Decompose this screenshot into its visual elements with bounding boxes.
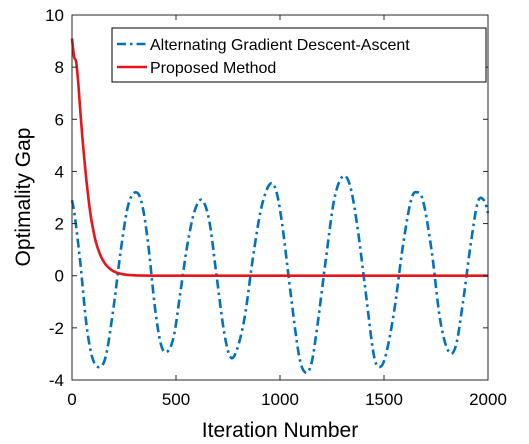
y-tick-label: 2 (55, 215, 64, 234)
x-axis-label: Iteration Number (202, 419, 358, 442)
legend-box (111, 27, 487, 83)
legend: Alternating Gradient Descent-Ascent Prop… (111, 27, 487, 83)
y-tick-label: -4 (49, 371, 64, 390)
y-tick-label: 10 (45, 6, 64, 25)
x-tick-label: 0 (67, 390, 76, 409)
x-tick-label: 1500 (365, 390, 403, 409)
x-tick-label: 1000 (261, 390, 299, 409)
series-line-proposed-method (70, 38, 489, 278)
y-tick-label: 6 (55, 110, 64, 129)
y-tick-label: 8 (55, 58, 64, 77)
axes-layer (71, 14, 489, 381)
x-tick-label: 500 (162, 390, 190, 409)
series-layer (70, 38, 490, 375)
y-tick-label: 4 (55, 162, 64, 181)
tick-label-layer: 0 500 1000 1500 2000 -4 -2 0 2 4 6 8 10 (45, 6, 507, 409)
x-tick-label: 2000 (469, 390, 507, 409)
legend-label-agda: Alternating Gradient Descent-Ascent (150, 37, 410, 54)
y-axis-label: Optimality Gap (12, 128, 35, 267)
y-tick-label: -2 (49, 319, 64, 338)
legend-label-proposed: Proposed Method (150, 60, 276, 77)
y-tick-label: 0 (55, 267, 64, 286)
series-line-alternating-gradient-descent-ascent (70, 174, 490, 375)
